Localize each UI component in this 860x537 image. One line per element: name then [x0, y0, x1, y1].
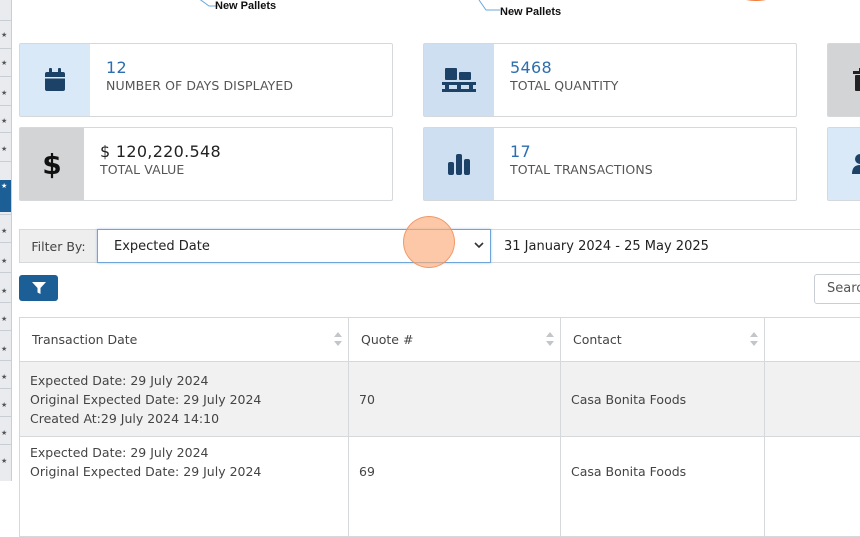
cell-transaction-date: Expected Date: 29 July 2024 Original Exp…	[20, 437, 349, 537]
stat-card-quantity: 5468 TOTAL QUANTITY	[423, 43, 797, 117]
column-header-label: Contact	[573, 332, 622, 347]
date-range-picker[interactable]: 31 January 2024 - 25 May 2025	[504, 230, 709, 262]
sidebar-divider	[0, 76, 11, 77]
original-expected-date-text: Original Expected Date: 29 July 2024	[30, 462, 338, 481]
donut-chart-arc	[728, 0, 784, 4]
stat-label: TOTAL TRANSACTIONS	[510, 162, 653, 178]
pallet-icon	[442, 67, 476, 93]
stat-value: 17	[510, 142, 653, 162]
created-at-text: Created At:29 July 2024 14:10	[30, 409, 338, 428]
stat-label: TOTAL VALUE	[100, 162, 221, 178]
column-header-contact[interactable]: Contact	[561, 318, 765, 362]
filter-by-label: Filter By:	[20, 230, 98, 262]
sidebar-divider	[0, 388, 11, 389]
star-icon[interactable]: ★	[1, 346, 7, 353]
star-icon[interactable]: ★	[1, 182, 7, 190]
sidebar-divider	[0, 444, 11, 445]
bar-chart-icon	[447, 153, 471, 175]
star-icon[interactable]: ★	[1, 146, 7, 153]
cell-quote: 70	[349, 362, 561, 437]
cell-extra	[765, 437, 860, 537]
dollar-icon: $	[42, 148, 61, 181]
stat-card-transactions: 17 TOTAL TRANSACTIONS	[423, 127, 797, 201]
sidebar-divider	[0, 272, 11, 273]
card-icon-box	[828, 44, 860, 116]
apply-filter-button[interactable]	[19, 275, 58, 301]
star-icon[interactable]: ★	[1, 402, 7, 409]
sort-icon	[750, 332, 758, 346]
filter-selected-value: Expected Date	[114, 239, 210, 254]
star-icon[interactable]: ★	[1, 228, 7, 235]
transactions-table: Transaction Date Quote # Contact	[19, 317, 860, 537]
stat-label: TOTAL QUANTITY	[510, 78, 619, 94]
cell-extra	[765, 362, 860, 437]
stat-card-value: $ $ 120,220.548 TOTAL VALUE	[19, 127, 393, 201]
column-header-transaction-date[interactable]: Transaction Date	[20, 318, 349, 362]
sidebar-divider	[0, 48, 11, 49]
original-expected-date-text: Original Expected Date: 29 July 2024	[30, 390, 338, 409]
click-indicator	[403, 216, 455, 268]
sidebar-divider	[0, 132, 11, 133]
column-header-quote[interactable]: Quote #	[349, 318, 561, 362]
chart-label: New Pallets	[500, 6, 561, 18]
expected-date-text: Expected Date: 29 July 2024	[30, 443, 338, 462]
filter-icon	[32, 282, 46, 295]
stat-value: 5468	[510, 58, 619, 78]
sidebar-divider	[0, 360, 11, 361]
table-row[interactable]: Expected Date: 29 July 2024 Original Exp…	[20, 437, 860, 537]
stat-value: 12	[106, 58, 293, 78]
sidebar-divider	[0, 214, 11, 215]
star-icon[interactable]: ★	[1, 458, 7, 465]
search-input[interactable]: Searc	[814, 274, 860, 304]
stat-label: NUMBER OF DAYS DISPLAYED	[106, 78, 293, 94]
cell-contact: Casa Bonita Foods	[561, 437, 765, 537]
star-icon[interactable]: ★	[1, 258, 7, 265]
sidebar-divider	[0, 330, 11, 331]
column-header-label: Quote #	[361, 332, 413, 347]
trash-icon	[853, 68, 860, 92]
calendar-icon	[44, 68, 66, 92]
star-icon[interactable]: ★	[1, 430, 7, 437]
sidebar-divider	[0, 161, 11, 162]
sort-icon	[334, 332, 342, 346]
sidebar-divider	[0, 302, 11, 303]
users-icon	[852, 153, 860, 175]
sidebar-divider	[0, 105, 11, 106]
stat-card-partial	[827, 43, 860, 117]
sidebar-divider	[0, 242, 11, 243]
cell-quote: 69	[349, 437, 561, 537]
cell-transaction-date: Expected Date: 29 July 2024 Original Exp…	[20, 362, 349, 437]
stat-value: $ 120,220.548	[100, 142, 221, 162]
star-icon[interactable]: ★	[1, 60, 7, 67]
donut-chart-arc	[130, 0, 190, 2]
sidebar-divider	[0, 20, 11, 21]
sidebar-divider	[0, 416, 11, 417]
column-header-label: Transaction Date	[32, 332, 137, 347]
star-icon[interactable]: ★	[1, 316, 7, 323]
chevron-down-icon	[473, 239, 485, 251]
card-icon-box	[20, 44, 90, 116]
sort-icon	[546, 332, 554, 346]
star-icon[interactable]: ★	[1, 374, 7, 381]
sidebar-strip: ★ ★ ★ ★ ★ ★ ★ ★ ★ ★ ★ ★ ★ ★ ★	[0, 0, 12, 481]
stat-card-days: 12 NUMBER OF DAYS DISPLAYED	[19, 43, 393, 117]
star-icon[interactable]: ★	[1, 288, 7, 295]
expected-date-text: Expected Date: 29 July 2024	[30, 371, 338, 390]
chart-leader-line	[478, 0, 502, 14]
card-icon-box: $	[20, 128, 84, 200]
star-icon[interactable]: ★	[1, 118, 7, 125]
star-icon[interactable]: ★	[1, 32, 7, 39]
table-row[interactable]: Expected Date: 29 July 2024 Original Exp…	[20, 362, 860, 437]
chart-label: New Pallets	[215, 0, 276, 12]
card-icon-box	[424, 44, 494, 116]
column-header-extra	[765, 318, 860, 362]
card-icon-box	[424, 128, 494, 200]
stat-card-partial	[827, 127, 860, 201]
cell-contact: Casa Bonita Foods	[561, 362, 765, 437]
card-icon-box	[828, 128, 860, 200]
star-icon[interactable]: ★	[1, 90, 7, 97]
